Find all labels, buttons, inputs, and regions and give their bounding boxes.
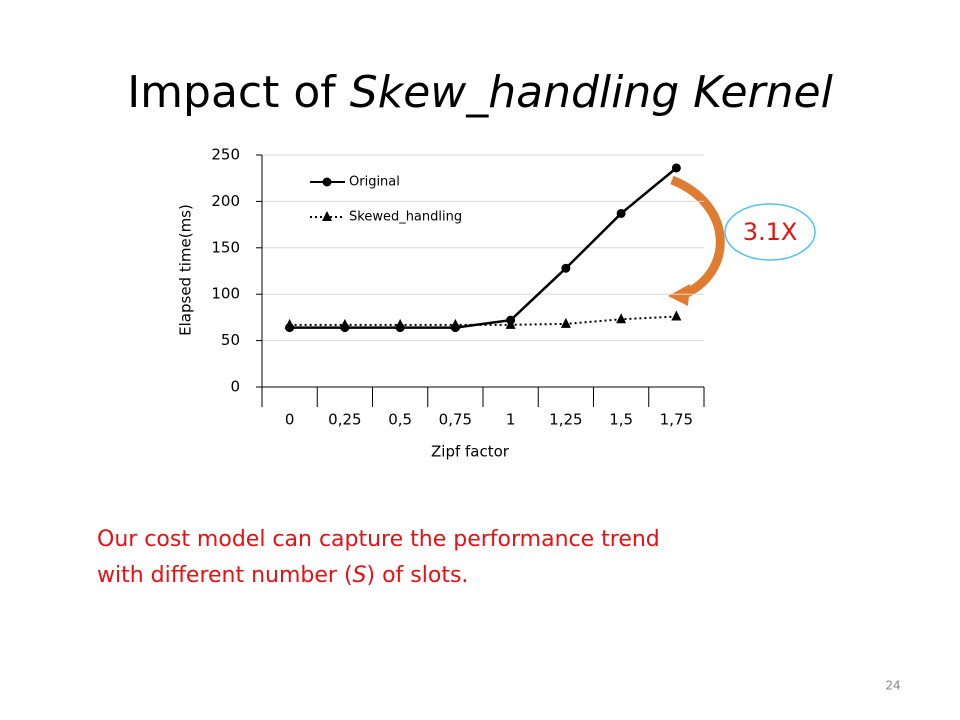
data-point bbox=[560, 317, 571, 328]
title-plain: Impact of bbox=[127, 67, 337, 118]
data-point bbox=[671, 163, 681, 173]
page-number: 24 bbox=[885, 679, 900, 693]
legend-marker bbox=[322, 211, 332, 221]
x-tick-label: 0,25 bbox=[328, 411, 361, 429]
x-tick-label: 1 bbox=[506, 411, 516, 429]
y-axis-label: Elapsed time(ms) bbox=[177, 204, 195, 336]
annotation-oval bbox=[724, 203, 816, 261]
note-text: with different number ( bbox=[97, 563, 353, 588]
data-point bbox=[671, 310, 682, 321]
arrow-head bbox=[668, 284, 690, 306]
x-axis-label: Zipf factor bbox=[431, 443, 510, 461]
note-text: ) of slots. bbox=[367, 563, 469, 588]
note-italic: S bbox=[353, 563, 367, 588]
y-tick-label: 0 bbox=[230, 378, 240, 396]
y-tick-label: 50 bbox=[221, 331, 240, 349]
y-tick-label: 200 bbox=[211, 192, 240, 210]
legend-marker bbox=[322, 177, 332, 187]
note-line: with different number (S) of slots. bbox=[97, 563, 468, 588]
x-tick-label: 0,5 bbox=[388, 411, 412, 429]
title-italic: Skew_handling Kernel bbox=[350, 67, 834, 118]
x-tick-label: 1,25 bbox=[549, 411, 582, 429]
slide-title: Impact of Skew_handling Kernel bbox=[127, 67, 833, 118]
data-point bbox=[616, 208, 626, 218]
data-point bbox=[395, 318, 406, 329]
data-point bbox=[450, 318, 461, 329]
annotation: 3.1X bbox=[743, 218, 798, 246]
y-tick-label: 100 bbox=[211, 285, 240, 303]
data-point bbox=[284, 318, 295, 329]
x-tick-label: 0 bbox=[285, 411, 295, 429]
x-tick-label: 1,75 bbox=[660, 411, 693, 429]
x-tick-label: 1,5 bbox=[609, 411, 633, 429]
comparison-arrow bbox=[670, 175, 725, 301]
y-tick-label: 150 bbox=[211, 238, 240, 256]
y-tick-label: 250 bbox=[211, 146, 240, 164]
note-line: Our cost model can capture the performan… bbox=[97, 527, 660, 552]
series-line bbox=[289, 167, 678, 329]
data-point bbox=[561, 263, 571, 273]
x-tick-label: 0,75 bbox=[439, 411, 472, 429]
legend-label: Original bbox=[349, 175, 400, 190]
data-point bbox=[505, 318, 516, 329]
data-point bbox=[339, 318, 350, 329]
legend-label: Skewed_handling bbox=[349, 210, 462, 225]
data-point bbox=[616, 313, 627, 324]
